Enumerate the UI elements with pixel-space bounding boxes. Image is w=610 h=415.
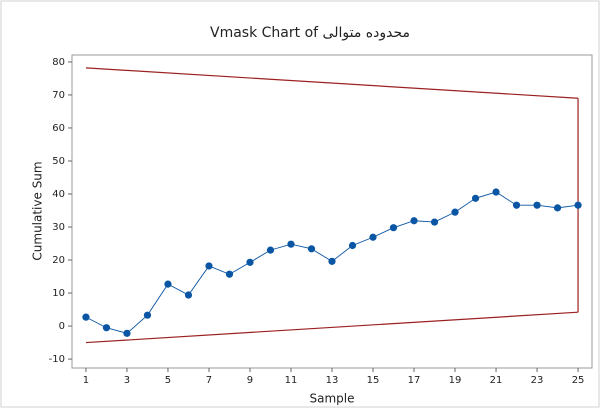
x-tick-label: 9 [247, 375, 253, 386]
vmask-lower [85, 311, 579, 344]
y-tick-label: 0 [59, 321, 65, 332]
data-point [246, 258, 254, 266]
data-point [410, 217, 418, 225]
vmask-upper [85, 67, 579, 99]
data-point [451, 208, 459, 216]
data-point [328, 257, 336, 265]
x-tick-label: 23 [531, 375, 544, 386]
y-tick-label: 80 [52, 57, 65, 68]
data-point [164, 280, 172, 288]
data-point [184, 291, 193, 299]
data-point [471, 194, 480, 202]
y-tick-label: 40 [52, 189, 65, 200]
y-tick-label: 10 [52, 288, 65, 299]
y-tick-label: 20 [52, 255, 65, 266]
chart-frame [0, 0, 600, 408]
x-tick-label: 21 [490, 375, 503, 386]
x-axis-label: Sample [310, 392, 355, 406]
data-point [533, 201, 541, 209]
data-point [348, 241, 357, 250]
data-point [553, 204, 562, 212]
data-point [205, 262, 213, 270]
y-tick-label: 70 [52, 90, 65, 101]
data-point [389, 224, 398, 232]
data-point [266, 246, 275, 254]
data-point [512, 201, 521, 209]
y-axis-label: Cumulative Sum [31, 161, 45, 260]
x-tick-label: 25 [572, 375, 585, 386]
y-tick-label: 60 [52, 123, 65, 134]
x-tick-label: 7 [206, 375, 212, 386]
y-tick-label: -10 [49, 354, 65, 365]
x-tick-label: 11 [285, 375, 298, 386]
data-point [123, 329, 131, 337]
x-tick-label: 19 [449, 375, 462, 386]
data-point [82, 313, 90, 321]
chart-title: Vmask Chart of محدوده متوالی [210, 25, 410, 41]
data-point [574, 201, 582, 209]
x-tick-label: 17 [408, 375, 421, 386]
x-tick-label: 3 [124, 375, 130, 386]
x-tick-label: 1 [83, 375, 89, 386]
data-point [430, 218, 439, 226]
x-tick-label: 5 [165, 375, 171, 386]
data-point [225, 270, 234, 278]
x-tick-label: 13 [326, 375, 339, 386]
y-tick-label: 50 [52, 156, 65, 167]
data-point [287, 240, 295, 248]
data-point [369, 233, 377, 241]
data-point [307, 245, 316, 253]
data-point [492, 188, 500, 196]
x-tick-label: 15 [367, 375, 380, 386]
y-tick-label: 30 [52, 222, 65, 233]
data-point [102, 324, 111, 332]
data-point [143, 311, 152, 319]
